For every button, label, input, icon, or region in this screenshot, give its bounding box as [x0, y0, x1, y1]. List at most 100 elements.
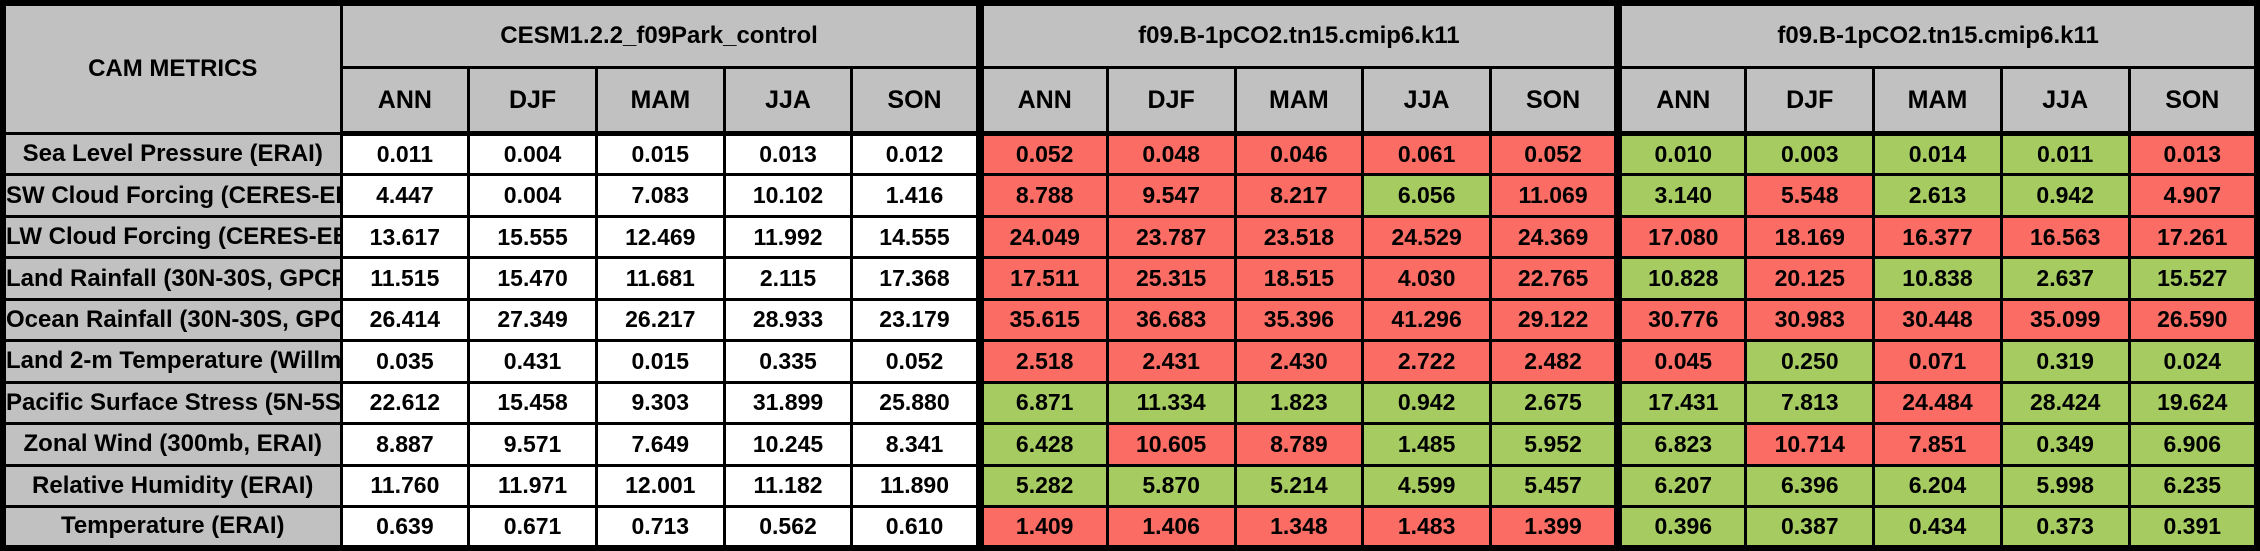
metric-cell: 15.470: [467, 256, 598, 301]
metric-cell: 5.998: [1999, 463, 2131, 508]
metric-cell: 17.431: [1614, 380, 1748, 426]
metric-cell: 16.377: [1872, 214, 2003, 260]
metric-cell: 27.349: [467, 297, 598, 343]
row-label-text: Land Rainfall (30N-30S, GPCP): [6, 264, 340, 292]
metric-cell: 24.529: [1361, 214, 1492, 260]
metric-cell: 4.599: [1361, 463, 1492, 508]
metric-cell: 36.683: [1105, 297, 1237, 343]
metric-row: Zonal Wind (300mb, ERAI) 8.887 9.571 7.649 1…: [1, 422, 2259, 467]
metric-cell: 0.434: [1872, 504, 2003, 550]
row-label-text: SW Cloud Forcing (CERES-EBAF): [6, 181, 338, 209]
metric-cell: 10.828: [1614, 256, 1748, 301]
metric-cell: 10.605: [1105, 422, 1237, 467]
season-header-djf-group1: DJF: [467, 66, 598, 136]
metric-cell: 11.515: [339, 256, 471, 301]
season-header-mam-group2: MAM: [1233, 66, 1365, 136]
metric-cell: 2.482: [1488, 339, 1620, 384]
season-header-jja-group3: JJA: [1999, 66, 2131, 136]
metric-cell: 0.011: [1999, 131, 2131, 177]
metric-cell: 0.046: [1233, 131, 1365, 177]
metric-cell: 0.391: [2127, 504, 2259, 550]
metric-cell: 2.637: [1999, 256, 2131, 301]
metric-cell: 0.250: [1744, 339, 1876, 384]
metric-row: Relative Humidity (ERAI) 11.760 11.971 12.0…: [1, 463, 2259, 508]
row-label: Land Rainfall (30N-30S, GPCP): [1, 256, 343, 301]
metric-cell: 30.448: [1872, 297, 2003, 343]
metric-cell: 15.458: [467, 380, 598, 426]
metric-cell: 5.952: [1488, 422, 1620, 467]
metric-cell: 8.217: [1233, 173, 1365, 218]
metric-cell: 10.102: [722, 173, 854, 218]
metric-cell: 18.515: [1233, 256, 1365, 301]
metric-row: Pacific Surface Stress (5N-5S,ERS)22.612…: [1, 380, 2259, 426]
metric-cell: 0.011: [339, 131, 471, 177]
metric-cell: 0.396: [1614, 504, 1748, 550]
metric-cell: 6.871: [975, 380, 1109, 426]
row-label-text: Relative Humidity (ERAI): [32, 471, 314, 499]
metric-cell: 35.099: [1999, 297, 2131, 343]
row-label: Sea Level Pressure (ERAI): [1, 131, 343, 177]
metric-cell: 15.527: [2127, 256, 2259, 301]
metric-cell: 18.169: [1744, 214, 1876, 260]
metric-cell: 1.416: [850, 173, 982, 218]
metric-cell: 8.887: [339, 422, 471, 467]
metric-cell: 2.518: [975, 339, 1109, 384]
metric-cell: 6.823: [1614, 422, 1748, 467]
metric-cell: 10.245: [722, 422, 854, 467]
metric-cell: 0.003: [1744, 131, 1876, 177]
season-header-jja-group1: JJA: [722, 66, 854, 136]
metric-cell: 11.760: [339, 463, 471, 508]
metric-cell: 1.409: [975, 504, 1109, 550]
metric-cell: 19.624: [2127, 380, 2259, 426]
metric-cell: 0.014: [1872, 131, 2003, 177]
row-label-text: Land 2-m Temperature (Willmott): [6, 347, 340, 375]
metric-cell: 30.776: [1614, 297, 1748, 343]
metric-cell: 10.714: [1744, 422, 1876, 467]
metric-cell: 0.013: [2127, 131, 2259, 177]
metric-cell: 5.282: [975, 463, 1109, 508]
metric-cell: 24.484: [1872, 380, 2003, 426]
metric-cell: 16.563: [1999, 214, 2131, 260]
metric-cell: 22.612: [339, 380, 471, 426]
metric-cell: 7.813: [1744, 380, 1876, 426]
season-header-son-group1: SON: [850, 66, 982, 136]
metric-cell: 1.399: [1488, 504, 1620, 550]
metric-cell: 6.235: [2127, 463, 2259, 508]
metric-cell: 14.555: [850, 214, 982, 260]
metric-cell: 5.870: [1105, 463, 1237, 508]
group-header-control: CESM1.2.2_f09Park_control: [339, 1, 982, 69]
metric-cell: 11.069: [1488, 173, 1620, 218]
row-label-text: Zonal Wind (300mb, ERAI): [23, 430, 322, 458]
metric-cell: 17.261: [2127, 214, 2259, 260]
metric-cell: 0.010: [1614, 131, 1748, 177]
metric-cell: 6.207: [1614, 463, 1748, 508]
metric-cell: 0.610: [850, 504, 982, 550]
metric-cell: 0.048: [1105, 131, 1237, 177]
metrics-body: Sea Level Pressure (ERAI) 0.011 0.004 0.015…: [1, 131, 2259, 550]
metric-cell: 2.722: [1361, 339, 1492, 384]
metric-cell: 0.671: [467, 504, 598, 550]
metric-cell: 8.788: [975, 173, 1109, 218]
metric-cell: 0.052: [975, 131, 1109, 177]
metric-cell: 1.823: [1233, 380, 1365, 426]
season-header-mam-group3: MAM: [1872, 66, 2003, 136]
metric-cell: 20.125: [1744, 256, 1876, 301]
row-label-text: Pacific Surface Stress (5N-5S,ERS): [6, 388, 340, 416]
metric-cell: 23.518: [1233, 214, 1365, 260]
metric-cell: 5.457: [1488, 463, 1620, 508]
metric-cell: 17.368: [850, 256, 982, 301]
metric-cell: 11.971: [467, 463, 598, 508]
group-header-row: CAM METRICS CESM1.2.2_f09Park_control f0…: [1, 1, 2259, 135]
metric-cell: 24.049: [975, 214, 1109, 260]
row-label: Zonal Wind (300mb, ERAI): [1, 422, 343, 467]
metric-cell: 0.015: [594, 131, 726, 177]
metric-cell: 0.035: [339, 339, 471, 384]
metric-cell: 0.045: [1614, 339, 1748, 384]
metric-cell: 8.789: [1233, 422, 1365, 467]
metric-cell: 0.713: [594, 504, 726, 550]
metric-cell: 23.179: [850, 297, 982, 343]
metric-cell: 4.907: [2127, 173, 2259, 218]
metric-cell: 17.511: [975, 256, 1109, 301]
metric-cell: 2.431: [1105, 339, 1237, 384]
metric-cell: 28.933: [722, 297, 854, 343]
